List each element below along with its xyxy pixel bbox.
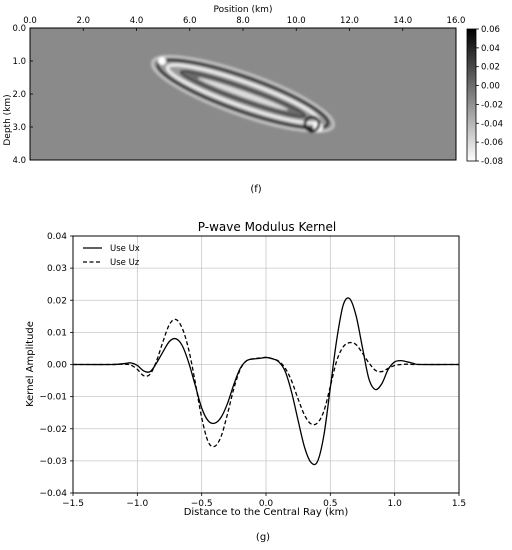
series-line-use-uz bbox=[72, 318, 459, 448]
colorbar-tick-label: 0.02 bbox=[481, 63, 500, 73]
x-tick-label: −0.5 bbox=[191, 499, 213, 509]
line-chart-grid bbox=[72, 235, 460, 494]
legend-label-use-ux: Use Ux bbox=[110, 244, 140, 254]
heatmap-x-ticks: 0.0 2.0 4.0 6.0 8.0 10.0 12.0 14.0 16.0 bbox=[23, 16, 465, 31]
y-tick-label: 0.03 bbox=[47, 264, 67, 274]
colorbar bbox=[466, 28, 477, 162]
kernel-heatmap-panel: 0.0 2.0 4.0 6.0 8.0 10.0 12.0 14.0 16.0 0.0 1.0 2.… bbox=[3, 5, 503, 195]
heatmap-y-ticks: 0.0 1.0 2.0 3.0 4.0 bbox=[12, 24, 33, 166]
y-tick-label: 0.01 bbox=[47, 328, 67, 338]
colorbar-ticks: 0.06 0.04 0.02 0.00 -0.02 -0.04 -0.06 -0.08 bbox=[476, 25, 503, 167]
kernel-line-chart-panel: P-wave Modulus Kernel −1.5 −1.0 −0.5 0.0 0.5… bbox=[25, 220, 466, 543]
y-tick-label: 0.02 bbox=[47, 296, 67, 306]
heatmap-x-tick-label: 2.0 bbox=[76, 16, 90, 26]
heatmap-x-tick-label: 12.0 bbox=[340, 16, 359, 26]
heatmap-y-tick-label: 0.0 bbox=[12, 24, 26, 34]
line-chart-x-ticks: −1.5 −1.0 −0.5 0.0 0.5 1.0 1.5 bbox=[62, 493, 466, 509]
heatmap-x-tick-label: 0.0 bbox=[23, 16, 37, 26]
heatmap-x-tick-label: 14.0 bbox=[393, 16, 412, 26]
y-tick-label: −0.03 bbox=[39, 457, 67, 467]
heatmap-y-tick-label: 3.0 bbox=[12, 123, 26, 133]
y-tick-label: 0.00 bbox=[47, 361, 67, 371]
heatmap-x-tick-label: 8.0 bbox=[236, 16, 250, 26]
x-tick-label: 1.0 bbox=[388, 499, 403, 509]
x-tick-label: 1.5 bbox=[452, 499, 466, 509]
heatmap-y-tick-label: 4.0 bbox=[12, 156, 26, 166]
y-tick-label: −0.02 bbox=[39, 425, 67, 435]
line-chart-legend: Use Ux Use Uz bbox=[83, 244, 140, 268]
colorbar-tick-label: -0.04 bbox=[481, 119, 503, 129]
heatmap-x-axis-label: Position (km) bbox=[214, 5, 273, 15]
heatmap-y-axis-label: Depth (km) bbox=[3, 94, 13, 145]
colorbar-tick-label: -0.06 bbox=[481, 138, 503, 148]
x-tick-label: −1.0 bbox=[126, 499, 148, 509]
heatmap-y-tick-label: 1.0 bbox=[12, 57, 26, 67]
y-tick-label: −0.01 bbox=[39, 393, 67, 403]
legend-label-use-uz: Use Uz bbox=[110, 258, 140, 268]
kernel-anomaly bbox=[151, 55, 335, 133]
x-tick-label: 0.5 bbox=[323, 499, 337, 509]
heatmap-x-tick-label: 10.0 bbox=[287, 16, 306, 26]
heatmap-y-tick-label: 2.0 bbox=[12, 90, 26, 100]
line-chart-title: P-wave Modulus Kernel bbox=[198, 220, 336, 234]
colorbar-tick-label: 0.04 bbox=[481, 44, 500, 54]
anomaly-core bbox=[197, 77, 289, 111]
colorbar-tick-label: 0.06 bbox=[481, 25, 500, 35]
panel-label-g: (g) bbox=[256, 532, 270, 543]
colorbar-tick-label: -0.08 bbox=[481, 157, 503, 167]
heatmap-x-tick-label: 16.0 bbox=[447, 16, 466, 26]
colorbar-tick-label: -0.02 bbox=[481, 100, 503, 110]
heatmap-x-tick-label: 6.0 bbox=[183, 16, 197, 26]
colorbar-tick-label: 0.00 bbox=[481, 82, 500, 92]
x-tick-label: 0.0 bbox=[259, 499, 274, 509]
line-chart-series bbox=[72, 297, 460, 466]
y-tick-label: 0.04 bbox=[47, 232, 67, 242]
anomaly-dark-band bbox=[156, 58, 330, 130]
y-tick-label: −0.04 bbox=[39, 489, 67, 499]
x-tick-label: −1.5 bbox=[62, 499, 84, 509]
heatmap-x-tick-label: 4.0 bbox=[130, 16, 144, 26]
receiver-point-halo bbox=[303, 115, 321, 133]
source-point bbox=[158, 57, 166, 65]
line-chart-y-axis-label: Kernel Amplitude bbox=[25, 321, 36, 407]
series-line-use-ux bbox=[72, 297, 460, 466]
line-chart-x-axis-label: Distance to the Central Ray (km) bbox=[184, 507, 349, 518]
panel-label-f: (f) bbox=[250, 184, 261, 195]
line-chart-y-ticks: 0.04 0.03 0.02 0.01 0.00 −0.01 −0.02 −0.03 −0.04 bbox=[39, 232, 73, 499]
